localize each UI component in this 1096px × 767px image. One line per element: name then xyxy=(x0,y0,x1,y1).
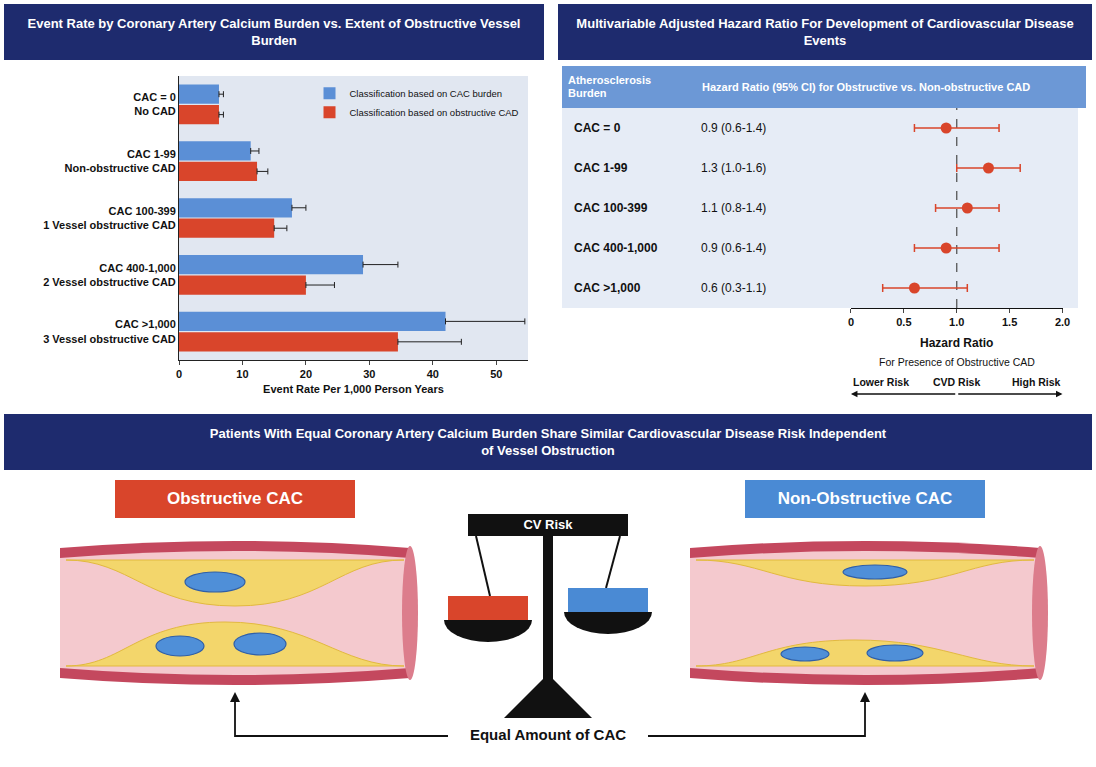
svg-text:CAC 400-1,0002 Vessel obstruct: CAC 400-1,0002 Vessel obstructive CAD xyxy=(43,262,176,288)
svg-text:Event Rate Per 1,000 Person Ye: Event Rate Per 1,000 Person Years xyxy=(263,383,444,395)
svg-text:0: 0 xyxy=(848,316,854,328)
html-text:Hazard Ratio (95% CI) for Obst: Hazard Ratio (95% CI) for Obstructive vs… xyxy=(702,80,1031,93)
svg-text:20: 20 xyxy=(300,368,312,380)
svg-text:Hazard Ratio: Hazard Ratio xyxy=(920,336,993,350)
html-text:Patients With Equal Coronary A: Patients With Equal Coronary Artery Calc… xyxy=(209,426,887,458)
svg-text:CVD Risk: CVD Risk xyxy=(933,376,980,388)
svg-text:30: 30 xyxy=(363,368,375,380)
svg-text:1.5: 1.5 xyxy=(1002,316,1017,328)
svg-text:Classification based on obstru: Classification based on obstructive CAD xyxy=(350,107,519,118)
svg-text:Classification based on CAC bu: Classification based on CAC burden xyxy=(350,88,503,99)
svg-text:0: 0 xyxy=(176,368,182,380)
svg-text:CV Risk: CV Risk xyxy=(523,517,573,532)
svg-text:Lower Risk: Lower Risk xyxy=(853,376,909,388)
svg-text:Non-Obstructive CAC: Non-Obstructive CAC xyxy=(778,489,953,508)
svg-text:CAC = 0No CAD: CAC = 0No CAD xyxy=(133,91,176,117)
svg-text:Equal Amount of CAC: Equal Amount of CAC xyxy=(470,726,626,743)
svg-text:1.0: 1.0 xyxy=(949,316,964,328)
svg-text:CAC 1-99Non-obstructive CAD: CAC 1-99Non-obstructive CAD xyxy=(65,148,176,174)
svg-text:0.9 (0.6-1.4): 0.9 (0.6-1.4) xyxy=(701,121,766,135)
svg-text:0.9 (0.6-1.4): 0.9 (0.6-1.4) xyxy=(701,241,766,255)
svg-text:10: 10 xyxy=(236,368,248,380)
svg-text:CAC >1,000: CAC >1,000 xyxy=(574,281,641,295)
svg-text:CAC >1,0003 Vessel obstructive: CAC >1,0003 Vessel obstructive CAD xyxy=(43,318,176,344)
svg-text:40: 40 xyxy=(427,368,439,380)
html-text:Event Rate by Coronary Artery: Event Rate by Coronary Artery Calcium Bu… xyxy=(27,16,521,48)
svg-text:CAC 400-1,000: CAC 400-1,000 xyxy=(574,241,658,255)
svg-text:CAC 100-399: CAC 100-399 xyxy=(574,201,648,215)
svg-text:CAC = 0: CAC = 0 xyxy=(574,121,621,135)
html-text:Atherosclerosis Burden: Atherosclerosis Burden xyxy=(568,74,652,99)
svg-text:2.0: 2.0 xyxy=(1055,316,1070,328)
svg-text:0.5: 0.5 xyxy=(896,316,911,328)
svg-text:High Risk: High Risk xyxy=(1012,376,1061,388)
svg-text:CAC 100-3991 Vessel obstructiv: CAC 100-3991 Vessel obstructive CAD xyxy=(43,205,176,231)
svg-text:50: 50 xyxy=(490,368,502,380)
svg-text:0.6 (0.3-1.1): 0.6 (0.3-1.1) xyxy=(701,281,766,295)
svg-text:Obstructive CAC: Obstructive CAC xyxy=(167,489,303,508)
svg-text:CAC 1-99: CAC 1-99 xyxy=(574,161,628,175)
html-text:Multivariable Adjusted Hazard: Multivariable Adjusted Hazard Ratio For … xyxy=(576,16,1074,48)
svg-text:1.1 (0.8-1.4): 1.1 (0.8-1.4) xyxy=(701,201,766,215)
svg-text:1.3 (1.0-1.6): 1.3 (1.0-1.6) xyxy=(701,161,766,175)
svg-text:For Presence of Obstructive CA: For Presence of Obstructive CAD xyxy=(879,356,1035,368)
